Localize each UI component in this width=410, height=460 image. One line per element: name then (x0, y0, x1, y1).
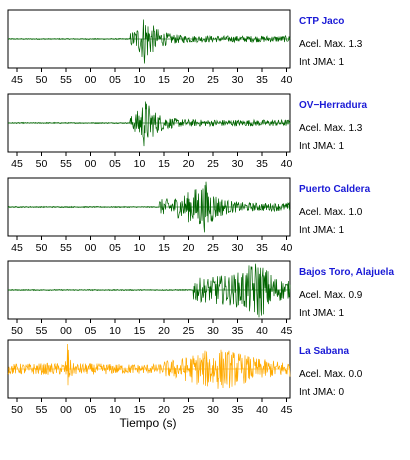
x-tick-label: 40 (281, 242, 293, 254)
station-panel: 45 50 55 00 05 10 15 20 25 30 35 40 CTP Jaco Acel. Ma… (7, 9, 363, 86)
x-tick-label: 15 (158, 242, 170, 254)
x-tick-label: 55 (36, 325, 48, 337)
station-panel: 50 55 00 05 10 15 20 25 30 35 40 45 La Sabana Acel. M… (7, 339, 363, 416)
jma-intensity: Int JMA: 1 (299, 141, 344, 152)
x-tick-label: 25 (207, 74, 219, 86)
x-tick-label: 10 (134, 158, 146, 170)
x-tick-label: 00 (60, 325, 72, 337)
x-tick-label: 10 (109, 325, 121, 337)
jma-intensity: Int JMA: 1 (299, 57, 344, 68)
x-tick-label: 55 (36, 404, 48, 416)
x-tick-label: 15 (134, 404, 146, 416)
x-tick-label: 05 (109, 158, 121, 170)
max-acceleration: Acel. Max. 1.3 (299, 123, 363, 134)
x-tick-label: 50 (36, 74, 48, 86)
x-tick-label: 20 (158, 325, 170, 337)
x-axis-label: Tiempo (s) (120, 416, 177, 430)
max-acceleration: Acel. Max. 1.0 (299, 207, 363, 218)
x-tick-label: 35 (232, 404, 244, 416)
x-tick-label: 45 (11, 74, 23, 86)
x-tick-label: 00 (85, 74, 97, 86)
x-tick-label: 50 (36, 158, 48, 170)
x-tick-label: 10 (109, 404, 121, 416)
x-tick-label: 00 (60, 404, 72, 416)
x-tick-label: 50 (11, 325, 23, 337)
x-tick-label: 45 (281, 325, 293, 337)
x-tick-label: 05 (85, 325, 97, 337)
seismic-trace (7, 101, 291, 147)
x-tick-label: 30 (232, 74, 244, 86)
x-tick-label: 55 (60, 242, 72, 254)
x-tick-label: 25 (207, 242, 219, 254)
x-tick-label: 05 (109, 242, 121, 254)
x-tick-label: 05 (85, 404, 97, 416)
x-tick-label: 40 (256, 325, 268, 337)
station-name: La Sabana (299, 346, 349, 357)
x-tick-label: 35 (232, 325, 244, 337)
x-tick-label: 20 (158, 404, 170, 416)
x-tick-label: 45 (11, 158, 23, 170)
seismic-trace (7, 263, 291, 318)
x-tick-label: 30 (207, 325, 219, 337)
x-tick-label: 30 (232, 158, 244, 170)
x-tick-label: 35 (256, 74, 268, 86)
x-tick-label: 20 (183, 74, 195, 86)
x-tick-label: 45 (281, 404, 293, 416)
x-tick-label: 35 (256, 158, 268, 170)
seismic-trace (7, 343, 291, 389)
station-name: Puerto Caldera (299, 184, 371, 195)
x-tick-label: 40 (256, 404, 268, 416)
max-acceleration: Acel. Max. 0.0 (299, 369, 363, 380)
station-panel: 45 50 55 00 05 10 15 20 25 30 35 40 Puerto Caldera Ac… (7, 177, 371, 254)
x-tick-label: 50 (11, 404, 23, 416)
x-tick-label: 25 (183, 404, 195, 416)
x-tick-label: 10 (134, 74, 146, 86)
x-tick-label: 30 (232, 242, 244, 254)
x-tick-label: 40 (281, 74, 293, 86)
max-acceleration: Acel. Max. 0.9 (299, 290, 363, 301)
x-tick-label: 45 (11, 242, 23, 254)
station-name: CTP Jaco (299, 16, 344, 27)
x-tick-label: 10 (134, 242, 146, 254)
jma-intensity: Int JMA: 1 (299, 308, 344, 319)
jma-intensity: Int JMA: 1 (299, 225, 344, 236)
jma-intensity: Int JMA: 0 (299, 387, 344, 398)
x-tick-label: 00 (85, 242, 97, 254)
x-tick-label: 15 (158, 74, 170, 86)
station-panel: 45 50 55 00 05 10 15 20 25 30 35 40 OV−Herradura Acel… (7, 93, 368, 170)
x-tick-label: 05 (109, 74, 121, 86)
x-tick-label: 20 (183, 158, 195, 170)
x-tick-label: 25 (183, 325, 195, 337)
x-tick-label: 50 (36, 242, 48, 254)
x-tick-label: 00 (85, 158, 97, 170)
station-name: Bajos Toro, Alajuela (299, 267, 394, 278)
x-tick-label: 35 (256, 242, 268, 254)
x-tick-label: 55 (60, 74, 72, 86)
x-tick-label: 30 (207, 404, 219, 416)
seismic-trace (7, 19, 291, 64)
max-acceleration: Acel. Max. 1.3 (299, 39, 363, 50)
x-tick-label: 25 (207, 158, 219, 170)
x-tick-label: 55 (60, 158, 72, 170)
x-tick-label: 40 (281, 158, 293, 170)
x-tick-label: 15 (158, 158, 170, 170)
x-tick-label: 20 (183, 242, 195, 254)
station-panel: 50 55 00 05 10 15 20 25 30 35 40 45 Bajos Toro, Alaj… (7, 260, 394, 337)
station-name: OV−Herradura (299, 100, 368, 111)
x-tick-label: 15 (134, 325, 146, 337)
seismic-trace (7, 181, 291, 233)
